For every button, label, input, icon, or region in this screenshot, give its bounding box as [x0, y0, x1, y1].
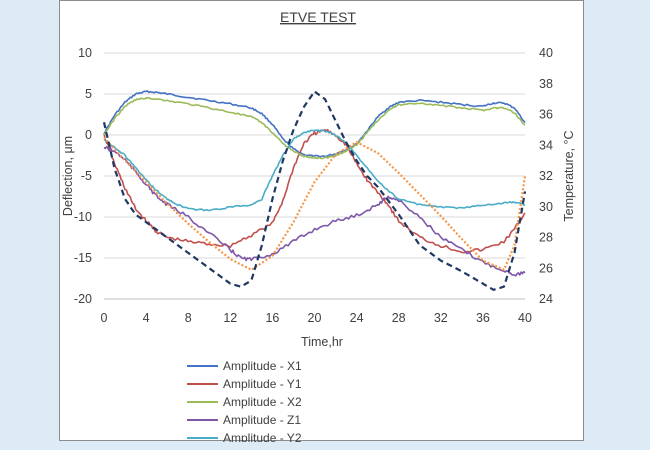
legend-label: Amplitude - Y2 — [223, 431, 302, 442]
x-tick-label: 32 — [434, 311, 448, 325]
y2-tick-label: 40 — [539, 46, 553, 60]
chart-frame: ETVE TEST -20 -15 -10 -5 0 5 10 24 26 28 30 32 34 36 3… — [59, 0, 584, 442]
series-line-1 — [103, 128, 526, 254]
series-line-3 — [103, 145, 526, 277]
series-line-6 — [102, 90, 527, 291]
y-tick-label: 0 — [85, 128, 92, 142]
chart-title: ETVE TEST — [280, 9, 356, 25]
y-tick-label: 5 — [85, 87, 92, 101]
x-tick-label: 20 — [308, 311, 322, 325]
series-line-0 — [103, 90, 526, 158]
legend-label: Amplitude - X1 — [223, 359, 302, 373]
etve-chart: ETVE TEST -20 -15 -10 -5 0 5 10 24 26 28 30 32 34 36 3… — [61, 9, 576, 442]
y-tick-label: 10 — [78, 46, 92, 60]
y2-tick-label: 38 — [539, 77, 553, 91]
x-tick-label: 8 — [185, 311, 192, 325]
y-tick-label: -15 — [74, 251, 92, 265]
legend: Amplitude - X1 Amplitude - Y1 Amplitude - … — [187, 359, 302, 442]
y2-tick-label: 36 — [539, 108, 553, 122]
x-tick-label: 28 — [392, 311, 406, 325]
series-layer — [102, 90, 527, 291]
y2-tick-label: 26 — [539, 261, 553, 275]
y-tick-label: -5 — [81, 169, 92, 183]
axes: -20 -15 -10 -5 0 5 10 24 26 28 30 32 34 36 38 40 0 4 8 12 16… — [74, 46, 553, 325]
x-tick-label: 36 — [476, 311, 490, 325]
y2-tick-label: 34 — [539, 138, 553, 152]
y-axis-title: Deflection, μm — [61, 136, 75, 216]
x-axis-title: Time,hr — [301, 335, 343, 349]
legend-label: Amplitude - Y1 — [223, 377, 302, 391]
series-line-5 — [103, 136, 527, 271]
legend-label: Amplitude - Z1 — [223, 413, 301, 427]
x-tick-label: 0 — [101, 311, 108, 325]
x-tick-label: 40 — [518, 311, 532, 325]
y-tick-label: -20 — [74, 292, 92, 306]
legend-label: Amplitude - X2 — [223, 395, 302, 409]
y2-tick-label: 24 — [539, 292, 553, 306]
y2-tick-label: 30 — [539, 200, 553, 214]
gridlines — [104, 52, 525, 300]
y-tick-label: -10 — [74, 210, 92, 224]
x-tick-label: 4 — [143, 311, 150, 325]
x-tick-label: 24 — [350, 311, 364, 325]
y2-tick-label: 32 — [539, 169, 553, 183]
series-line-2 — [103, 96, 526, 160]
x-tick-label: 12 — [223, 311, 237, 325]
x-tick-label: 16 — [265, 311, 279, 325]
y2-axis-title: Temperature, °C — [562, 130, 576, 221]
series-line-4 — [103, 129, 526, 212]
y2-tick-label: 28 — [539, 231, 553, 245]
